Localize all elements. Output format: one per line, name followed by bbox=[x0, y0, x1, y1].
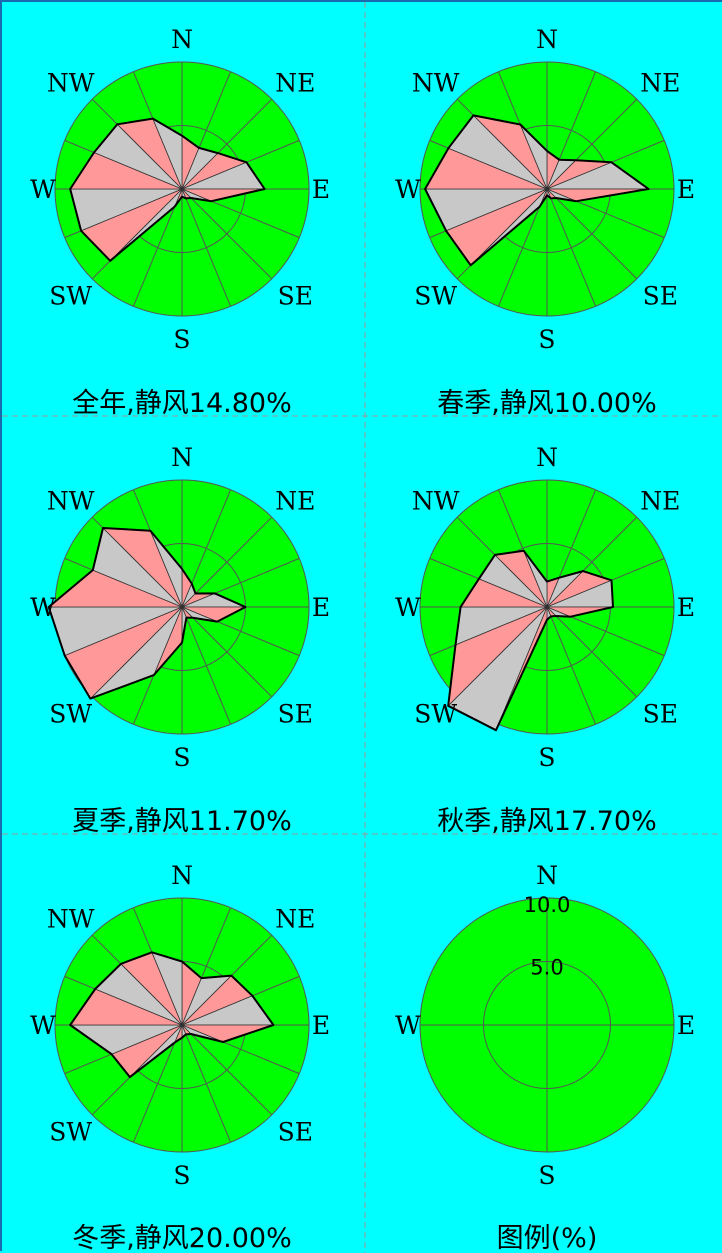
compass-label-s: S bbox=[538, 1161, 555, 1190]
compass-label-s: S bbox=[173, 1161, 190, 1190]
compass-label-w: W bbox=[395, 1011, 421, 1040]
compass-label-nw: NW bbox=[47, 69, 95, 98]
compass-label-sw: SW bbox=[49, 1117, 92, 1146]
rose-spoke bbox=[546, 188, 597, 307]
compass-label-s: S bbox=[538, 743, 555, 772]
compass-label-ne: NE bbox=[640, 69, 680, 98]
compass-label-w: W bbox=[395, 175, 421, 204]
compass-label-nw: NW bbox=[47, 487, 95, 516]
chart-caption: 春季,静风10.00% bbox=[437, 388, 657, 419]
compass-label-e: E bbox=[677, 1011, 695, 1040]
compass-label-n: N bbox=[536, 443, 558, 472]
compass-label-e: E bbox=[312, 175, 330, 204]
compass-label-se: SE bbox=[643, 699, 678, 728]
compass-label-ne: NE bbox=[275, 905, 315, 934]
rose-spoke bbox=[181, 516, 273, 608]
compass-label-w: W bbox=[30, 593, 56, 622]
rose-spoke bbox=[132, 1024, 183, 1143]
rose-spoke bbox=[181, 1024, 273, 1116]
wind-rose-chart: N NE E SE S SW W NW 全年,静风14.80% bbox=[30, 25, 330, 419]
compass-label-s: S bbox=[173, 743, 190, 772]
legend-scale-outer: 10.0 bbox=[524, 893, 571, 917]
legend-caption: 图例(%) bbox=[497, 1223, 598, 1253]
rose-outline bbox=[47, 527, 247, 700]
rose-spoke bbox=[181, 606, 232, 725]
compass-label-w: W bbox=[30, 1011, 56, 1040]
compass-label-nw: NW bbox=[47, 905, 95, 934]
compass-label-sw: SW bbox=[49, 281, 92, 310]
compass-label-w: W bbox=[30, 175, 56, 204]
rose-outline bbox=[424, 114, 650, 267]
chart-caption: 冬季,静风20.00% bbox=[72, 1223, 292, 1253]
compass-label-e: E bbox=[677, 175, 695, 204]
rose-spoke bbox=[181, 188, 232, 307]
wind-rose-chart: N NE E SE S SW W NW 夏季,静风11.70% bbox=[30, 443, 330, 837]
legend-scale-inner: 5.0 bbox=[530, 956, 563, 980]
compass-label-nw: NW bbox=[412, 487, 460, 516]
rose-spoke bbox=[546, 606, 638, 698]
rose-spoke bbox=[546, 188, 638, 280]
chart-caption: 全年,静风14.80% bbox=[72, 388, 292, 419]
compass-label-n: N bbox=[171, 443, 193, 472]
compass-label-s: S bbox=[538, 325, 555, 354]
wind-rose-chart: N NE E SE S SW W NW 春季,静风10.00% bbox=[395, 25, 695, 419]
compass-label-e: E bbox=[312, 1011, 330, 1040]
compass-label-n: N bbox=[536, 861, 558, 890]
compass-label-e: E bbox=[677, 593, 695, 622]
compass-label-ne: NE bbox=[275, 487, 315, 516]
compass-label-ne: NE bbox=[640, 487, 680, 516]
wind-rose-chart: N NE E SE S SW W NW 冬季,静风20.00% bbox=[30, 861, 330, 1253]
chart-caption: 秋季,静风17.70% bbox=[437, 806, 657, 837]
compass-label-e: E bbox=[312, 593, 330, 622]
rose-spoke bbox=[181, 1024, 232, 1143]
rose-spoke bbox=[181, 188, 273, 280]
rose-spoke bbox=[181, 606, 273, 698]
compass-label-nw: NW bbox=[412, 69, 460, 98]
rose-outline bbox=[69, 117, 266, 262]
compass-label-se: SE bbox=[278, 281, 313, 310]
chart-caption: 夏季,静风11.70% bbox=[72, 806, 292, 837]
compass-label-n: N bbox=[171, 861, 193, 890]
compass-label-se: SE bbox=[278, 1117, 313, 1146]
compass-label-se: SE bbox=[643, 281, 678, 310]
compass-label-se: SE bbox=[278, 699, 313, 728]
legend-rose: N E S W 10.0 5.0 图例(%) bbox=[395, 861, 695, 1253]
rose-spoke bbox=[546, 606, 597, 725]
compass-label-s: S bbox=[173, 325, 190, 354]
rose-outline bbox=[447, 549, 614, 732]
rose-outline bbox=[69, 951, 275, 1079]
compass-label-ne: NE bbox=[275, 69, 315, 98]
compass-label-sw: SW bbox=[414, 699, 457, 728]
compass-label-sw: SW bbox=[49, 699, 92, 728]
compass-label-n: N bbox=[171, 25, 193, 54]
compass-label-w: W bbox=[395, 593, 421, 622]
wind-rose-chart: N NE E SE S SW W NW 秋季,静风17.70% bbox=[395, 443, 695, 837]
compass-label-sw: SW bbox=[414, 281, 457, 310]
compass-label-n: N bbox=[536, 25, 558, 54]
